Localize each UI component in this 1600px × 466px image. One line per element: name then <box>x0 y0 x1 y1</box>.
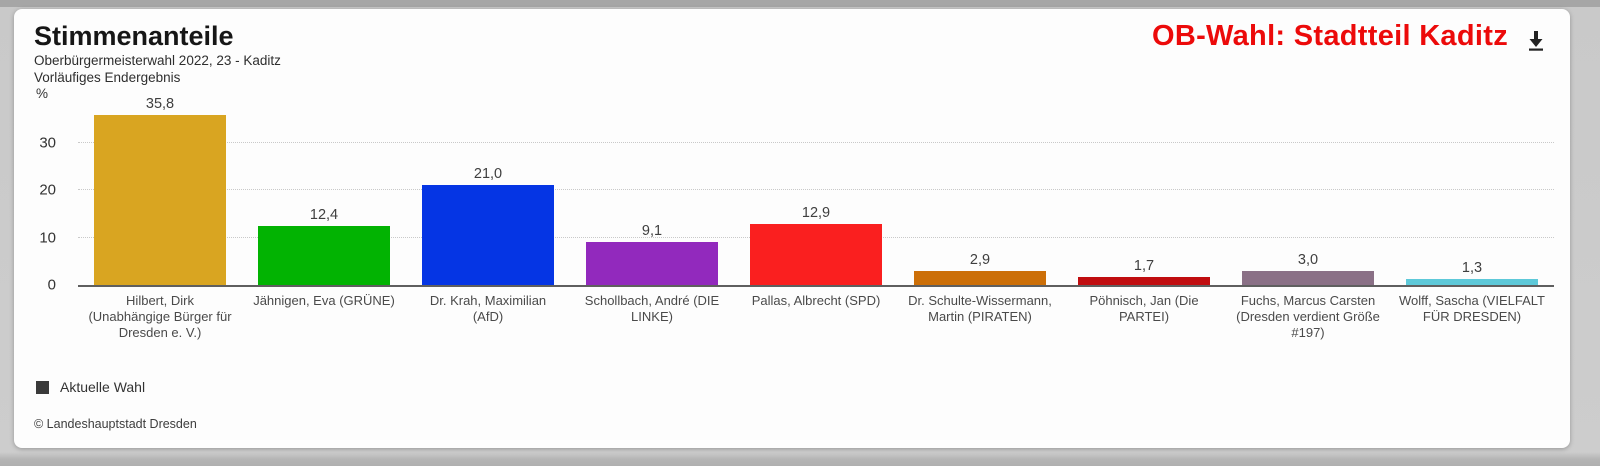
bar-value-label: 21,0 <box>473 166 503 183</box>
gridline <box>78 189 1554 190</box>
bar-slot: 2,9 <box>898 67 1062 285</box>
bar-5[interactable] <box>750 223 882 285</box>
bar-1[interactable] <box>94 114 226 285</box>
bar-slot: 9,1 <box>570 67 734 285</box>
legend-label: Aktuelle Wahl <box>60 379 146 395</box>
bar-category-label: Hilbert, Dirk (Unabhängige Bürger für Dr… <box>88 293 232 340</box>
x-axis-labels: Hilbert, Dirk (Unabhängige Bürger für Dr… <box>78 293 1554 341</box>
copyright-text: © Landeshauptstadt Dresden <box>34 417 197 431</box>
gridline <box>78 141 1554 143</box>
chart-card: Stimmenanteile Oberbürgermeisterwahl 202… <box>14 9 1570 448</box>
bar-value-label: 12,4 <box>309 207 339 224</box>
y-axis: 0 10 20 30 <box>14 95 66 294</box>
y-tick-label: 20 <box>39 181 56 199</box>
chart-header: Stimmenanteile Oberbürgermeisterwahl 202… <box>14 9 1570 86</box>
bar-value-label: 9,1 <box>641 222 663 239</box>
bar-category-label: Wolff, Sascha (VIELFALT FÜR DRESDEN) <box>1399 293 1545 324</box>
chart-subtitle-line2: Vorläufiges Endergebnis <box>34 69 181 85</box>
download-icon <box>1524 31 1548 55</box>
bar-chart-plot-area: 35,8 12,4 21,0 9,1 12,9 2,9 1,7 3,0 1,3 <box>78 95 1554 287</box>
chart-title: Stimmenanteile <box>34 21 234 51</box>
y-tick-label: 30 <box>39 134 56 151</box>
chart-subtitle-line1: Oberbürgermeisterwahl 2022, 23 - Kaditz <box>34 52 281 68</box>
bar-value-label: 35,8 <box>145 95 175 112</box>
bar-3[interactable] <box>422 185 554 285</box>
bar-value-label: 12,9 <box>801 204 831 221</box>
page-banner: OB-Wahl: Stadtteil Kaditz <box>1151 20 1508 52</box>
bar-9[interactable] <box>1406 278 1538 285</box>
bar-value-label: 1,3 <box>1461 259 1483 276</box>
bar-slot: 12,9 <box>734 67 898 285</box>
bar-slot: 21,0 <box>406 67 570 285</box>
bar-category-label: Pallas, Albrecht (SPD) <box>751 293 881 308</box>
download-button[interactable] <box>1522 26 1550 54</box>
bar-slot: 12,4 <box>242 67 406 285</box>
bar-category-label: Dr. Schulte-Wissermann, Martin (PIRATEN) <box>908 293 1052 324</box>
bar-category-label: Jähnigen, Eva (GRÜNE) <box>253 293 395 308</box>
bar-value-label: 3,0 <box>1297 251 1319 268</box>
bar-slot: 3,0 <box>1226 67 1390 285</box>
bar-value-label: 2,9 <box>969 252 991 269</box>
bar-4[interactable] <box>586 241 718 285</box>
bar-slot: 35,8 <box>78 67 242 285</box>
bar-7[interactable] <box>1078 276 1210 285</box>
bar-2[interactable] <box>258 226 390 285</box>
bar-series: 35,8 12,4 21,0 9,1 12,9 2,9 1,7 3,0 1,3 <box>78 67 1554 285</box>
y-tick-label: 10 <box>39 229 56 246</box>
bar-category-label: Dr. Krah, Maximilian (AfD) <box>429 293 547 324</box>
bar-category-label: Fuchs, Marcus Carsten (Dresden verdient … <box>1236 293 1380 340</box>
bar-slot: 1,7 <box>1062 67 1226 285</box>
bar-category-label: Pöhnisch, Jan (Die PARTEI) <box>1089 293 1199 324</box>
bar-category-label: Schollbach, André (DIE LINKE) <box>584 293 720 324</box>
bar-value-label: 1,7 <box>1133 257 1155 274</box>
legend: Aktuelle Wahl <box>36 379 145 395</box>
y-axis-unit-label: % <box>36 86 49 101</box>
bar-8[interactable] <box>1242 270 1374 285</box>
legend-swatch <box>36 380 49 394</box>
bar-6[interactable] <box>914 271 1046 285</box>
bar-slot: 1,3 <box>1390 67 1554 285</box>
y-tick-label: 0 <box>47 276 56 294</box>
